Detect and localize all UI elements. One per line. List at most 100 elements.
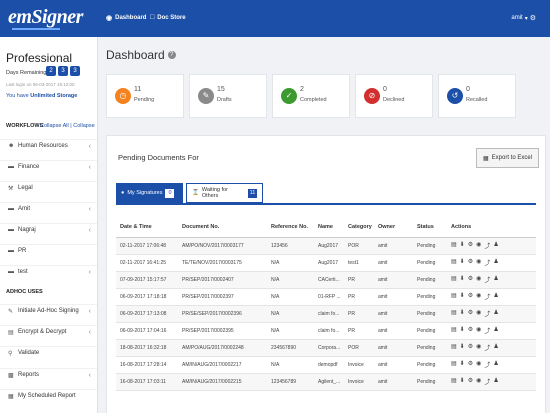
tab-waiting-for-others[interactable]: ⌛ Waiting for Others 11 xyxy=(186,183,263,203)
share-icon[interactable]: ⤴ xyxy=(484,346,491,352)
view-icon[interactable]: ◉ xyxy=(476,293,482,299)
settings-icon[interactable]: ⚙ xyxy=(467,276,474,282)
stat-card-recalled[interactable]: ↺ 0 Recalled xyxy=(438,74,516,118)
sidebar-item-nagraj[interactable]: ▬ Nagraj ‹ xyxy=(0,223,97,236)
share-icon[interactable]: ⤴ xyxy=(484,261,491,267)
signer-icon[interactable]: ♟ xyxy=(493,242,499,248)
col-category[interactable]: Category xyxy=(344,218,374,238)
file-icon[interactable]: ▤ xyxy=(451,327,457,333)
share-icon[interactable]: ⤴ xyxy=(484,244,491,250)
col-document-no[interactable]: Document No. xyxy=(178,218,267,238)
download-icon[interactable]: ⬇ xyxy=(459,276,465,282)
collapse-all-link[interactable]: Collapse All xyxy=(40,123,69,129)
view-icon[interactable]: ◉ xyxy=(476,276,482,282)
sidebar-item-amit[interactable]: ▬ Amit ‹ xyxy=(0,202,97,215)
signer-icon[interactable]: ♟ xyxy=(493,310,499,316)
signer-icon[interactable]: ♟ xyxy=(493,344,499,350)
download-icon[interactable]: ⬇ xyxy=(459,327,465,333)
gear-icon[interactable]: ⚙ xyxy=(529,15,536,22)
settings-icon[interactable]: ⚙ xyxy=(467,361,474,367)
sidebar-item-encrypt-decrypt[interactable]: ▤ Encrypt & Decrypt ‹ xyxy=(0,325,97,338)
share-icon[interactable]: ⤴ xyxy=(484,363,491,369)
table-row[interactable]: 18-08-2017 16:32:18 AM/PO/AUG/2017/000224… xyxy=(116,339,536,357)
view-icon[interactable]: ◉ xyxy=(476,242,482,248)
download-icon[interactable]: ⬇ xyxy=(459,259,465,265)
download-icon[interactable]: ⬇ xyxy=(459,361,465,367)
file-icon[interactable]: ▤ xyxy=(451,310,457,316)
stat-card-declined[interactable]: ⊘ 0 Declined xyxy=(355,74,433,118)
view-icon[interactable]: ◉ xyxy=(476,361,482,367)
file-icon[interactable]: ▤ xyxy=(451,361,457,367)
sidebar-item-initiate-adhoc[interactable]: ✎ Initiate Ad-Hoc Signing ‹ xyxy=(0,304,97,317)
stat-card-completed[interactable]: ✓ 2 Completed xyxy=(272,74,350,118)
share-icon[interactable]: ⤴ xyxy=(484,380,491,386)
signer-icon[interactable]: ♟ xyxy=(493,378,499,384)
download-icon[interactable]: ⬇ xyxy=(459,293,465,299)
table-row[interactable]: 02-11-2017 17:06:48 AM/PO/NOV/2017/000317… xyxy=(116,237,536,255)
view-icon[interactable]: ◉ xyxy=(476,327,482,333)
file-icon[interactable]: ▤ xyxy=(451,242,457,248)
col-owner[interactable]: Owner xyxy=(374,218,413,238)
settings-icon[interactable]: ⚙ xyxy=(467,242,474,248)
table-row[interactable]: 16-08-2017 17:28:14 AM/IN/AUG/2017/000221… xyxy=(116,356,536,374)
share-icon[interactable]: ⤴ xyxy=(484,329,491,335)
days-remaining-badges: 2 3 3 xyxy=(46,66,80,76)
stat-card-pending[interactable]: ◷ 11 Pending xyxy=(106,74,184,118)
signer-icon[interactable]: ♟ xyxy=(493,259,499,265)
file-icon[interactable]: ▤ xyxy=(451,293,457,299)
settings-icon[interactable]: ⚙ xyxy=(467,344,474,350)
settings-icon[interactable]: ⚙ xyxy=(467,259,474,265)
signer-icon[interactable]: ♟ xyxy=(493,361,499,367)
download-icon[interactable]: ⬇ xyxy=(459,344,465,350)
tab-my-signatures[interactable]: ● My Signatures 0 xyxy=(116,183,183,203)
stat-card-drafts[interactable]: ✎ 15 Drafts xyxy=(189,74,267,118)
sidebar-item-reports[interactable]: ▩ Reports ‹ xyxy=(0,368,97,381)
view-icon[interactable]: ◉ xyxy=(476,344,482,350)
share-icon[interactable]: ⤴ xyxy=(484,295,491,301)
table-row[interactable]: 02-11-2017 16:41:25 TE/TE/NOV/2017/000317… xyxy=(116,254,536,272)
app-logo[interactable]: emSigner xyxy=(8,6,83,30)
cell-reference-no: 234567890 xyxy=(267,339,314,357)
signer-icon[interactable]: ♟ xyxy=(493,327,499,333)
share-icon[interactable]: ⤴ xyxy=(484,312,491,318)
download-icon[interactable]: ⬇ xyxy=(459,242,465,248)
view-icon[interactable]: ◉ xyxy=(476,310,482,316)
share-icon[interactable]: ⤴ xyxy=(484,278,491,284)
question-icon[interactable]: ? xyxy=(167,51,176,59)
table-row[interactable]: 06-09-2017 17:18:18 PR/SEP/2017/0002397 N/… xyxy=(116,288,536,306)
nav-doc-store[interactable]: □ Doc Store xyxy=(150,14,186,21)
download-icon[interactable]: ⬇ xyxy=(459,378,465,384)
sidebar-item-test[interactable]: ▬ test ‹ xyxy=(0,265,97,278)
export-to-excel-button[interactable]: ▦ Export to Excel xyxy=(475,148,539,168)
col-date-time[interactable]: Date & Time xyxy=(116,218,178,238)
col-name[interactable]: Name xyxy=(314,218,344,238)
nav-dashboard[interactable]: ◉ Dashboard xyxy=(106,14,146,22)
file-icon[interactable]: ▤ xyxy=(451,378,457,384)
file-icon[interactable]: ▤ xyxy=(451,276,457,282)
settings-icon[interactable]: ⚙ xyxy=(467,310,474,316)
table-row[interactable]: 06-09-2017 17:04:16 PR/SEP/2017/0002395 N/… xyxy=(116,322,536,340)
user-menu[interactable]: amit ▾ ⚙ xyxy=(511,14,536,22)
download-icon[interactable]: ⬇ xyxy=(459,310,465,316)
sidebar-item-validate[interactable]: ⚲ Validate xyxy=(0,346,97,359)
col-status[interactable]: Status xyxy=(413,218,447,238)
view-icon[interactable]: ◉ xyxy=(476,259,482,265)
col-reference-no[interactable]: Reference No. xyxy=(267,218,314,238)
settings-icon[interactable]: ⚙ xyxy=(467,327,474,333)
file-icon[interactable]: ▤ xyxy=(451,259,457,265)
table-row[interactable]: 06-09-2017 17:13:08 PR/SE/SEP/2017/000239… xyxy=(116,305,536,323)
sidebar-item-legal[interactable]: ⚒ Legal xyxy=(0,181,97,194)
sidebar-item-scheduled-report[interactable]: ▦ My Scheduled Report xyxy=(0,389,97,402)
settings-icon[interactable]: ⚙ xyxy=(467,378,474,384)
table-row[interactable]: 16-08-2017 17:03:11 AM/IN/AUG/2017/000221… xyxy=(116,373,536,391)
signer-icon[interactable]: ♟ xyxy=(493,276,499,282)
table-row[interactable]: 07-09-2017 15:17:57 PR/SEP/2017/0002407 N/… xyxy=(116,271,536,289)
collapse-link[interactable]: Collapse xyxy=(73,123,95,129)
signer-icon[interactable]: ♟ xyxy=(493,293,499,299)
sidebar-item-pr[interactable]: ▬ PR xyxy=(0,244,97,257)
view-icon[interactable]: ◉ xyxy=(476,378,482,384)
sidebar-item-finance[interactable]: ▬ Finance ‹ xyxy=(0,160,97,173)
file-icon[interactable]: ▤ xyxy=(451,344,457,350)
sidebar-item-human-resources[interactable]: ☻ Human Resources ‹ xyxy=(0,139,97,152)
settings-icon[interactable]: ⚙ xyxy=(467,293,474,299)
